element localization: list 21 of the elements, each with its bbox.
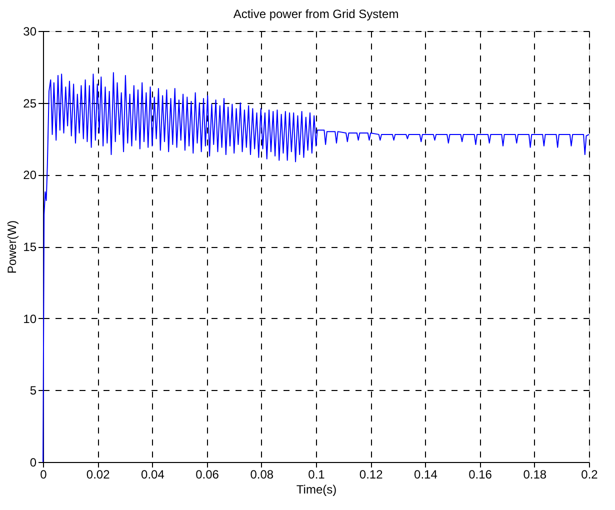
y-tick-label: 30 [23, 24, 37, 38]
x-tick-label: 0.12 [359, 468, 384, 482]
x-tick-label: 0.04 [141, 468, 165, 482]
y-tick-label: 0 [30, 456, 37, 470]
x-tick-label: 0.08 [250, 468, 274, 482]
x-tick-label: 0.02 [86, 468, 110, 482]
x-tick-label: 0.14 [414, 468, 438, 482]
y-tick-label: 10 [23, 312, 37, 326]
x-axis-title: Time(s) [296, 482, 337, 496]
y-tick-label: 15 [23, 240, 37, 254]
x-tick-label: 0 [40, 468, 48, 482]
x-tick-label: 0.06 [196, 468, 220, 482]
y-axis-title: Power(W) [5, 220, 20, 274]
x-tick-label: 0.2 [581, 468, 598, 482]
chart-title: Active power from Grid System [233, 7, 399, 21]
x-tick-label: 0.18 [523, 468, 547, 482]
y-tick-label: 25 [23, 96, 37, 110]
x-tick-label: 0.1 [308, 468, 326, 482]
y-tick-label: 20 [23, 168, 37, 182]
y-tick-label: 5 [30, 384, 37, 398]
x-tick-label: 0.16 [468, 468, 492, 482]
